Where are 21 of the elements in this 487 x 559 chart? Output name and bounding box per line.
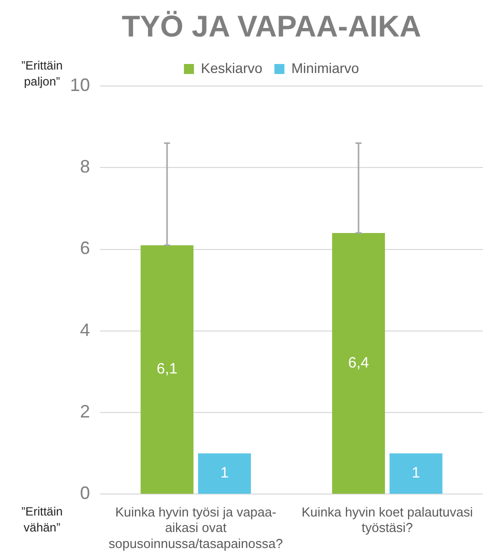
bar: [198, 453, 251, 494]
chart-title: TYÖ JA VAPAA-AIKA: [122, 10, 422, 44]
text: ”Erittäin paljon”: [21, 58, 63, 88]
y-tick-label: 4: [80, 320, 90, 340]
text: ”Erittäin vähän”: [21, 504, 63, 535]
data-label: 1: [412, 464, 420, 482]
y-tick-label: 6: [80, 238, 90, 258]
legend-label: Minimiarvo: [291, 60, 360, 76]
y-tick-label: 10: [70, 74, 90, 95]
y-tick-label: 8: [80, 156, 90, 177]
data-label: 6,1: [156, 360, 178, 378]
y-tick-label: 2: [80, 402, 90, 422]
x-tick-label: Kuinka hyvin koet palautuvasi työstäsi?: [302, 504, 473, 536]
bar: [390, 453, 442, 494]
data-label: 1: [220, 464, 229, 482]
y-tick-label: 0: [80, 483, 90, 504]
x-tick-label: Kuinka hyvin työsi ja vapaa-aikasi ovat sopusoinnussa/tasapainossa?: [108, 504, 283, 551]
bar: [332, 232, 385, 494]
bar: [140, 245, 194, 494]
legend-label: Keskiarvo: [200, 60, 263, 76]
data-label: 6,4: [348, 354, 369, 372]
